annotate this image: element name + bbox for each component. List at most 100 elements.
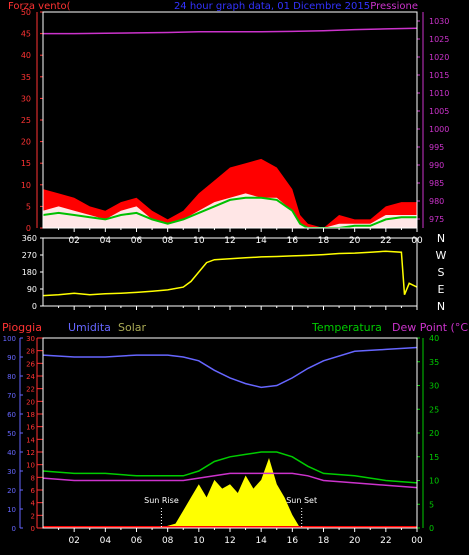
p3-ytick-rain-label: 8 [31,474,35,482]
p1-xtick-label: 10 [193,236,205,246]
p1-xtick-label: 02 [68,236,79,246]
p3-ytick-right-label: 15 [429,453,439,462]
p1-ytick-left-label: 10 [21,181,31,190]
p3-ytick-right-label: 5 [429,500,434,509]
p1-xtick-label: 18 [318,236,330,246]
p3-ytick-rain-label: 6 [31,487,36,495]
solar-area [159,458,301,528]
pressure-line [43,27,417,35]
p3-ytick-rain-label: 2 [31,512,35,520]
p3-ytick-rain-label: 4 [31,500,36,508]
dewpoint-label: Dew Point (°C) [392,321,469,334]
p2-compass-label: N [437,232,445,245]
p3-xtick-label: 02 [68,536,79,546]
p1-ytick-right-label: 980 [429,197,444,206]
p1-ytick-right-label: 995 [429,143,444,152]
p3-ytick-right-label: 25 [429,405,439,414]
p1-ytick-left-label: 35 [21,73,31,82]
p3-ytick-right-label: 30 [429,382,439,391]
p3-xtick-label: 18 [318,536,330,546]
p1-ytick-left-label: 5 [26,202,31,211]
p1-ytick-right-label: 985 [429,179,444,188]
p1-ytick-left-label: 30 [21,94,31,103]
p3-ytick-humidity-label: 90 [7,354,16,362]
p1-plot [43,27,417,228]
p1-ytick-right-label: 1005 [429,107,449,116]
wind-speed-area [43,193,417,228]
p2-compass-label: S [438,266,445,279]
p1-xtick-label: 22 [380,236,391,246]
p3-ytick-rain-label: 20 [26,398,35,406]
p1-ytick-right-label: 1000 [429,125,449,134]
p1-ytick-right-label: 1030 [429,17,449,26]
p1-xtick-label: 04 [100,236,112,246]
p1-ytick-left-label: 0 [26,224,31,233]
p3-ytick-rain-label: 24 [26,373,35,381]
p3-ytick-humidity-label: 80 [7,373,16,381]
p3-ytick-rain-label: 22 [26,386,35,394]
p1-ytick-left-label: 40 [21,51,31,60]
p2-ytick-label: 360 [22,234,37,243]
p1-xtick-label: 08 [162,236,174,246]
p2-frame [42,237,418,307]
p1-xtick-label: 06 [131,236,143,246]
temperature-label: Temperatura [311,321,382,334]
p1-ytick-right-label: 1020 [429,53,449,62]
p2-ytick-label: 180 [22,268,37,277]
p3-ytick-rain-label: 0 [31,525,35,533]
p1-ytick-right-label: 1025 [429,35,449,44]
p2-compass-label: N [437,300,445,313]
p3-xtick-label: 12 [224,536,235,546]
p2-ytick-label: 0 [32,302,37,311]
sunset-label: Sun Set [286,496,317,505]
p3-ytick-rain-label: 10 [26,462,35,470]
p3-xtick-label: 16 [287,536,299,546]
p1-ytick-left-label: 15 [21,159,31,168]
p3-ytick-humidity-label: 10 [7,506,16,514]
p1-xtick-label: 12 [224,236,235,246]
header-pressure-label: Pressione [370,1,418,12]
p3-ytick-humidity-label: 30 [7,468,16,476]
wind-direction-line [43,250,417,297]
p3-ytick-right-label: 35 [429,358,439,367]
p3-xtick-label: 22 [380,536,391,546]
p1-ytick-right-label: 1010 [429,89,449,98]
p1-ytick-left-label: 20 [21,138,31,147]
p1-ytick-left-label: 50 [21,8,31,17]
p3-plot [43,346,417,528]
header-title: 24 hour graph data, 01 Dicembre 2015 [174,1,370,12]
wind-avg-line [43,196,417,228]
p2-compass-label: W [436,249,447,262]
p3-ytick-right-label: 10 [429,477,439,486]
p3-ytick-humidity-label: 60 [7,411,16,419]
sunrise-label: Sun Rise [144,496,179,505]
p3-ytick-rain-label: 30 [26,335,35,343]
p1-xtick-label: 20 [349,236,361,246]
p3-ytick-right-label: 20 [429,429,439,438]
p3-ytick-rain-label: 28 [26,348,35,356]
p3-ytick-humidity-label: 40 [7,449,16,457]
p3-ytick-humidity-label: 20 [7,487,16,495]
p1-ytick-right-label: 975 [429,215,444,224]
p3-ytick-rain-label: 18 [26,411,35,419]
humidity-label: Umidita [68,321,111,334]
p3-xtick-label: 04 [100,536,112,546]
p3-ytick-right-label: 0 [429,524,434,533]
p2-plot [43,250,417,297]
p2-compass-label: E [438,283,445,296]
p3-xtick-label: 00 [411,536,423,546]
p3-ytick-humidity-label: 70 [7,392,16,400]
p3-xtick-label: 08 [162,536,174,546]
p3-ytick-humidity-label: 50 [7,430,16,438]
p1-ytick-left-label: 45 [21,30,31,39]
solar-label: Solar [118,321,147,334]
p1-ytick-left-label: 25 [21,116,31,125]
p3-ytick-right-label: 40 [429,334,439,343]
p3-ytick-humidity-label: 100 [3,335,16,343]
humidity-line [43,346,417,389]
p3-ytick-rain-label: 14 [26,436,35,444]
p1-xtick-label: 16 [287,236,299,246]
rain-label: Pioggia [2,321,42,334]
